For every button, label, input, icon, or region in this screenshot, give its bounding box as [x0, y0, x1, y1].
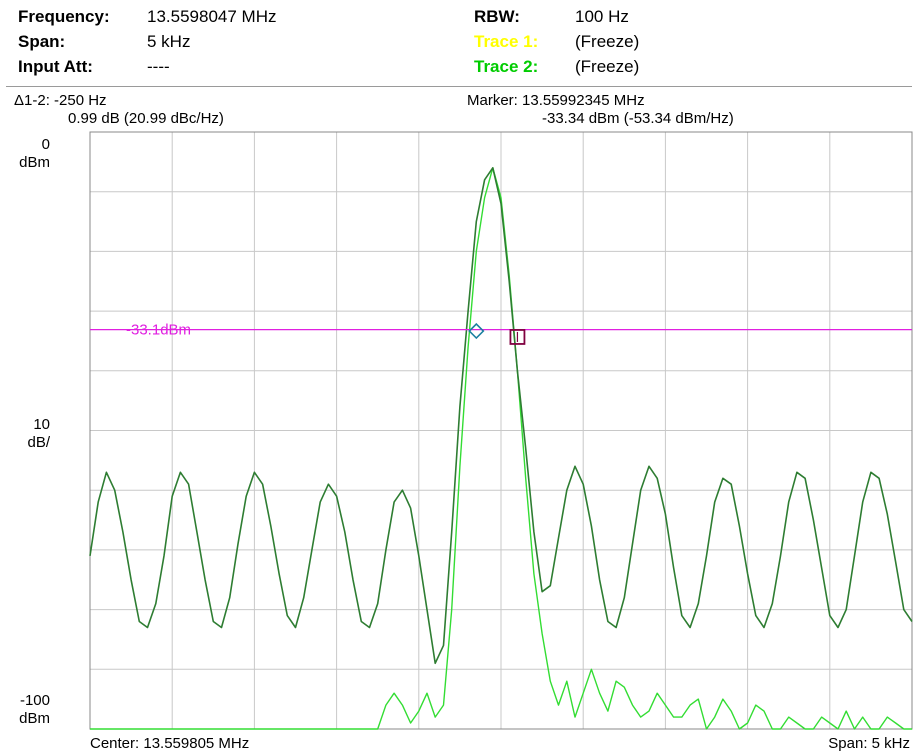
trace-1-line	[89, 167, 913, 665]
reference-level-label: -33.1dBm	[126, 322, 191, 339]
trace-2-line	[90, 167, 912, 730]
y-top-unit: dBm	[19, 154, 50, 171]
rbw-label: RBW:	[474, 7, 520, 26]
span-label: Span:	[18, 32, 66, 51]
span-footer-label: Span: 5 kHz	[828, 735, 910, 752]
marker-2-square	[509, 329, 526, 345]
plot-grid	[89, 131, 913, 730]
marker-group	[468, 322, 526, 345]
center-frequency-label: Center: 13.559805 MHz	[90, 735, 250, 752]
reference-line-group: -33.1dBm	[90, 322, 912, 339]
trace1-label: Trace 1:	[474, 32, 539, 51]
span-value: 5 kHz	[147, 32, 191, 51]
trace2-status: (Freeze)	[575, 57, 640, 76]
header-divider	[6, 86, 912, 87]
delta-amplitude-readout: 0.99 dB (20.99 dBc/Hz)	[68, 110, 224, 127]
y-bottom-unit: dBm	[19, 710, 50, 727]
y-scale-unit: dB/	[27, 434, 50, 451]
input-att-value: ----	[147, 57, 170, 76]
delta-frequency-readout: Δ1-2: -250 Hz	[14, 92, 107, 109]
marker-amplitude-readout: -33.34 dBm (-53.34 dBm/Hz)	[542, 110, 734, 127]
rbw-value: 100 Hz	[575, 7, 629, 26]
y-scale-value: 10	[33, 416, 50, 433]
y-bottom-value: -100	[19, 692, 50, 709]
trace2-label: Trace 2:	[474, 57, 539, 76]
input-att-label: Input Att:	[18, 57, 93, 76]
plot-frame	[89, 131, 913, 730]
marker-frequency-readout: Marker: 13.55992345 MHz	[467, 92, 645, 109]
frequency-label: Frequency:	[18, 7, 110, 26]
marker-1-diamond	[468, 322, 485, 340]
frequency-value: 13.5598047 MHz	[147, 7, 277, 26]
trace1-status: (Freeze)	[575, 32, 640, 51]
y-top-value: 0	[41, 136, 50, 153]
plot-traces	[89, 167, 913, 730]
